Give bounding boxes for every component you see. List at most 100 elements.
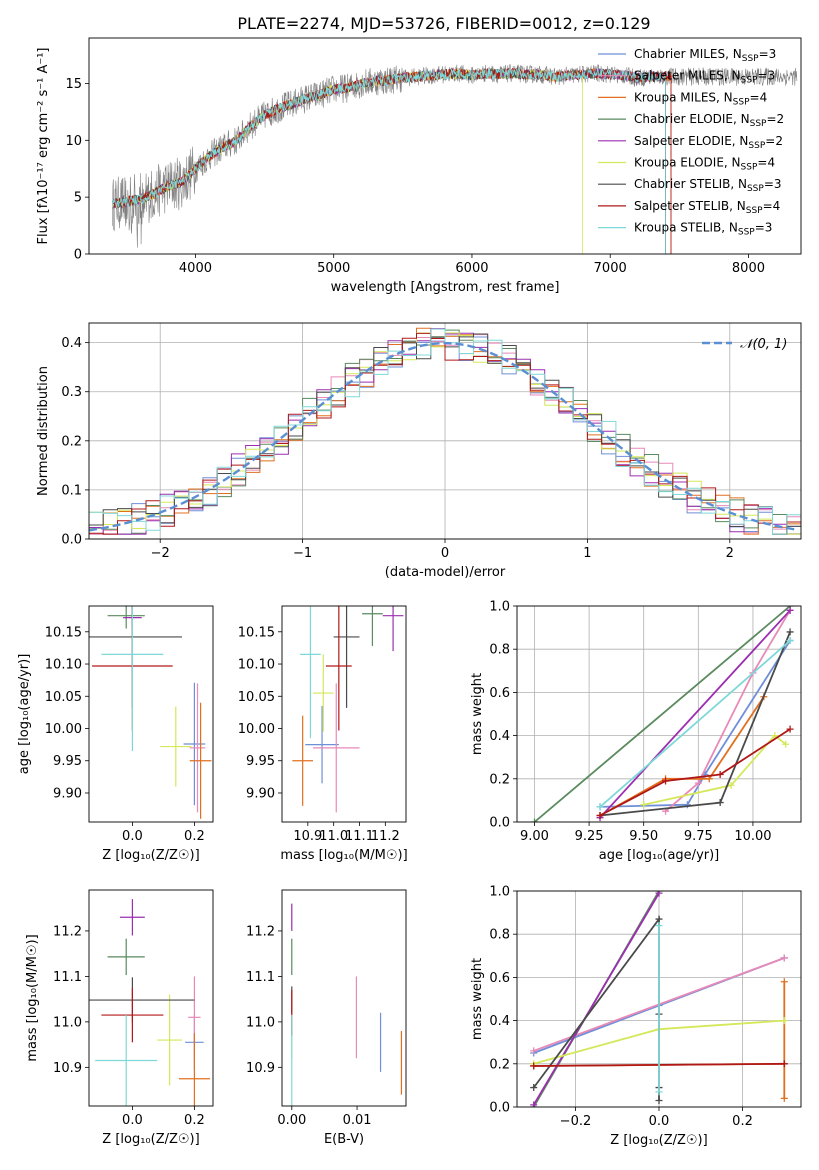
x-tick-label: −0.2 bbox=[560, 1114, 592, 1129]
y-tick-label: 10.00 bbox=[45, 722, 82, 737]
weight-marker bbox=[655, 891, 663, 897]
weight-marker bbox=[655, 915, 663, 923]
x-tick-label: 10.9 bbox=[293, 829, 322, 844]
x-tick-label: 0.2 bbox=[184, 1113, 205, 1128]
x-tick-label: −2 bbox=[151, 546, 170, 561]
y-tick-label: 10 bbox=[65, 134, 82, 149]
y-tick-label: 15 bbox=[65, 77, 82, 92]
age-vs-mass-plot bbox=[292, 606, 404, 813]
axes-frame bbox=[88, 605, 214, 823]
y-tick-label: 1.0 bbox=[489, 600, 510, 615]
x-tick-label: 10.00 bbox=[734, 829, 771, 844]
legend-label: Salpeter MILES, NSSP=3 bbox=[634, 69, 775, 86]
x-tick-label: 0.0 bbox=[122, 1113, 143, 1128]
x-axis-label: mass [log₁₀(M/M☉)] bbox=[280, 848, 407, 863]
weight-vs-Z-axes bbox=[513, 890, 801, 1111]
weight-marker bbox=[771, 732, 779, 740]
age-vs-Z-axes bbox=[85, 631, 195, 826]
legend-label: Kroupa MILES, NSSP=4 bbox=[634, 90, 767, 107]
weight-line bbox=[599, 728, 791, 817]
legend-label: Chabrier STELIB, NSSP=3 bbox=[634, 177, 782, 194]
x-tick-label: 11.0 bbox=[319, 829, 348, 844]
y-tick-label: 0.6 bbox=[489, 971, 510, 986]
weight-marker bbox=[640, 801, 648, 809]
weight-vs-Z-plot bbox=[530, 891, 788, 1107]
mass-vs-Z-axes bbox=[85, 930, 195, 1110]
weight-marker bbox=[530, 1062, 538, 1070]
weight-marker bbox=[596, 812, 604, 820]
weight-marker bbox=[727, 781, 735, 789]
x-tick-label: −1 bbox=[293, 546, 312, 561]
weight-marker bbox=[780, 954, 788, 962]
weight-line bbox=[599, 639, 791, 808]
x-tick-label: 4000 bbox=[179, 261, 212, 276]
x-tick-label: 0.01 bbox=[343, 1113, 372, 1128]
x-tick-label: 1 bbox=[583, 546, 591, 561]
spectrum-plot bbox=[112, 64, 798, 254]
y-axis-label: Normed distribution bbox=[36, 366, 51, 496]
axes-frame bbox=[281, 889, 407, 1107]
weight-line bbox=[599, 609, 791, 819]
y-tick-label: 11.0 bbox=[53, 1015, 82, 1030]
y-tick-label: 0.0 bbox=[489, 816, 510, 831]
legend-label: Chabrier MILES, NSSP=3 bbox=[634, 47, 776, 64]
weight-marker bbox=[530, 1101, 538, 1107]
spectrum-axes bbox=[85, 83, 749, 258]
weight-marker bbox=[780, 978, 788, 986]
weight-marker bbox=[662, 777, 670, 785]
y-axis-label: age [log₁₀(age/yr)] bbox=[17, 654, 32, 775]
y-tick-label: 0.0 bbox=[489, 1101, 510, 1116]
model-spectrum bbox=[112, 67, 666, 254]
weight-marker bbox=[780, 1017, 788, 1025]
x-tick-label: 9.75 bbox=[684, 829, 713, 844]
y-tick-label: 11.1 bbox=[246, 970, 275, 985]
y-tick-label: 11.1 bbox=[53, 970, 82, 985]
x-tick-label: 0.0 bbox=[122, 829, 143, 844]
weight-line bbox=[533, 606, 791, 822]
weight-marker bbox=[694, 779, 702, 787]
weight-marker bbox=[786, 628, 794, 636]
y-tick-label: 0.2 bbox=[61, 434, 82, 449]
weight-line bbox=[532, 892, 660, 1106]
y-tick-label: 0.4 bbox=[61, 336, 82, 351]
age-vs-mass-axes bbox=[278, 631, 386, 826]
y-tick-label: 0.2 bbox=[489, 1057, 510, 1072]
weight-marker bbox=[780, 1060, 788, 1068]
y-tick-label: 10.10 bbox=[45, 658, 82, 673]
age-vs-Z-plot bbox=[89, 606, 212, 819]
weight-marker bbox=[530, 1047, 538, 1055]
y-tick-label: 10.15 bbox=[238, 625, 275, 640]
weight-marker bbox=[780, 1094, 788, 1102]
legend-label: 𝒩(0, 1) bbox=[740, 337, 787, 352]
legend-label: Salpeter ELODIE, NSSP=2 bbox=[634, 134, 783, 151]
legend-label: Salpeter STELIB, NSSP=4 bbox=[634, 199, 780, 216]
x-tick-label: 9.00 bbox=[520, 829, 549, 844]
model-spectrum bbox=[112, 68, 672, 254]
x-tick-label: 0 bbox=[441, 546, 449, 561]
x-tick-label: 9.50 bbox=[629, 829, 658, 844]
residual-histogram bbox=[89, 332, 801, 535]
residuals-plot bbox=[89, 327, 801, 535]
x-tick-label: 5000 bbox=[317, 261, 350, 276]
axes-frame bbox=[88, 37, 802, 255]
weight-marker bbox=[786, 637, 794, 645]
weight-marker bbox=[530, 1084, 538, 1092]
y-tick-label: 11.2 bbox=[246, 924, 275, 939]
weight-marker bbox=[786, 606, 794, 614]
weight-vs-age-axes bbox=[513, 605, 801, 826]
y-tick-label: 0.6 bbox=[489, 686, 510, 701]
y-tick-label: 10.9 bbox=[246, 1061, 275, 1076]
mass-vs-Z-plot bbox=[89, 899, 210, 1106]
weight-marker bbox=[596, 803, 604, 811]
axes-frame bbox=[281, 605, 407, 823]
y-tick-label: 9.90 bbox=[246, 786, 275, 801]
legend-label: Kroupa STELIB, NSSP=3 bbox=[634, 221, 772, 238]
weight-marker bbox=[655, 922, 663, 930]
x-axis-label: Z [log₁₀(Z/Z☉)] bbox=[102, 848, 199, 863]
weight-vs-age-plot bbox=[530, 606, 794, 822]
y-tick-label: 11.0 bbox=[246, 1015, 275, 1030]
x-tick-label: 11.2 bbox=[371, 829, 400, 844]
y-axis-label: mass weight bbox=[470, 958, 485, 1040]
y-tick-label: 0.8 bbox=[489, 643, 510, 658]
